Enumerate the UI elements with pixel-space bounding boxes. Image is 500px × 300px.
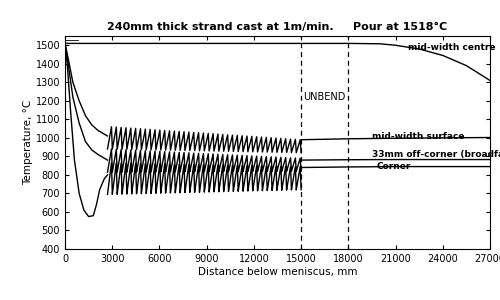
- Text: mid-width surface: mid-width surface: [372, 131, 464, 140]
- X-axis label: Distance below meniscus, mm: Distance below meniscus, mm: [198, 267, 357, 277]
- Text: mid-width centre: mid-width centre: [408, 43, 496, 52]
- Y-axis label: Temperature, °C: Temperature, °C: [22, 100, 32, 185]
- Title: 240mm thick strand cast at 1m/min.     Pour at 1518°C: 240mm thick strand cast at 1m/min. Pour …: [108, 22, 448, 32]
- Text: UNBEND: UNBEND: [302, 92, 345, 102]
- Text: 33mm off-corner (broadface): 33mm off-corner (broadface): [372, 150, 500, 159]
- Text: Corner: Corner: [376, 162, 411, 171]
